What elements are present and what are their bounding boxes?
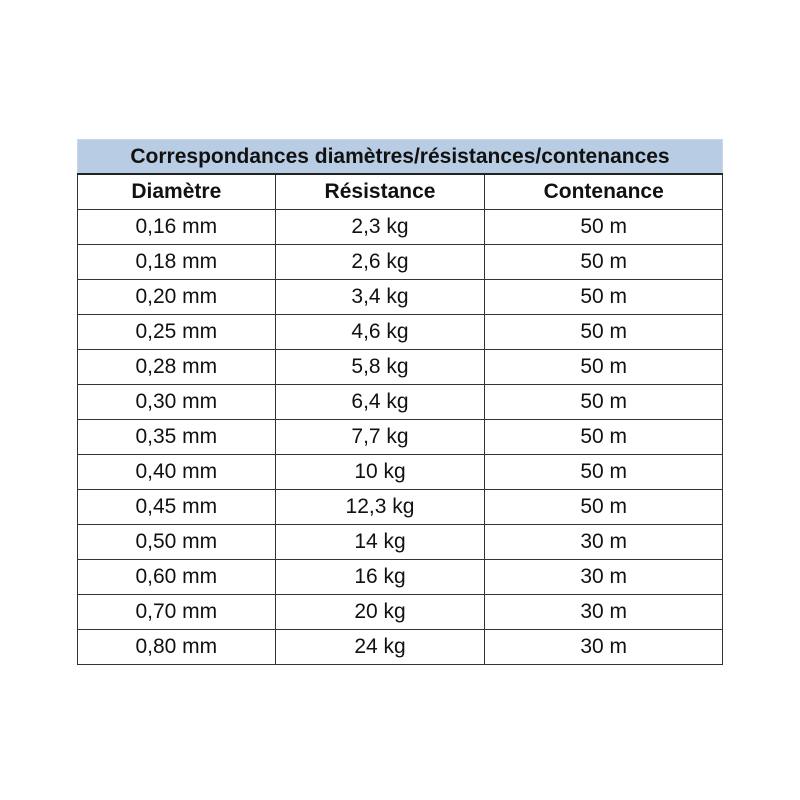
cell-contenance: 50 m <box>484 349 723 385</box>
cell-contenance: 50 m <box>484 314 723 350</box>
cell-contenance: 50 m <box>484 244 723 280</box>
cell-resistance: 24 kg <box>274 629 486 665</box>
table-row: 0,20 mm 3,4 kg 50 m <box>77 279 723 315</box>
cell-contenance: 50 m <box>484 489 723 525</box>
cell-resistance: 12,3 kg <box>274 489 486 525</box>
cell-contenance: 30 m <box>484 594 723 630</box>
cell-contenance: 50 m <box>484 279 723 315</box>
cell-contenance: 50 m <box>484 209 723 245</box>
table-row: 0,16 mm 2,3 kg 50 m <box>77 209 723 245</box>
cell-contenance: 50 m <box>484 454 723 490</box>
cell-contenance: 30 m <box>484 524 723 560</box>
cell-resistance: 10 kg <box>274 454 486 490</box>
cell-contenance: 30 m <box>484 559 723 595</box>
cell-diametre: 0,60 mm <box>77 559 276 595</box>
table-row: 0,18 mm 2,6 kg 50 m <box>77 244 723 280</box>
cell-diametre: 0,28 mm <box>77 349 276 385</box>
table-row: 0,70 mm 20 kg 30 m <box>77 594 723 630</box>
cell-diametre: 0,30 mm <box>77 384 276 420</box>
cell-contenance: 50 m <box>484 384 723 420</box>
cell-diametre: 0,40 mm <box>77 454 276 490</box>
cell-diametre: 0,50 mm <box>77 524 276 560</box>
correspondence-table: Correspondances diamètres/résistances/co… <box>77 139 723 665</box>
cell-resistance: 2,6 kg <box>274 244 486 280</box>
cell-diametre: 0,35 mm <box>77 419 276 455</box>
cell-contenance: 50 m <box>484 419 723 455</box>
cell-resistance: 2,3 kg <box>274 209 486 245</box>
table-row: 0,60 mm 16 kg 30 m <box>77 559 723 595</box>
cell-resistance: 14 kg <box>274 524 486 560</box>
cell-diametre: 0,70 mm <box>77 594 276 630</box>
cell-diametre: 0,45 mm <box>77 489 276 525</box>
cell-resistance: 6,4 kg <box>274 384 486 420</box>
cell-diametre: 0,18 mm <box>77 244 276 280</box>
table-row: 0,35 mm 7,7 kg 50 m <box>77 419 723 455</box>
title-row: Correspondances diamètres/résistances/co… <box>77 139 723 175</box>
header-diametre: Diamètre <box>77 173 276 210</box>
cell-resistance: 7,7 kg <box>274 419 486 455</box>
table-row: 0,28 mm 5,8 kg 50 m <box>77 349 723 385</box>
table-title: Correspondances diamètres/résistances/co… <box>77 139 723 175</box>
cell-resistance: 3,4 kg <box>274 279 486 315</box>
table-row: 0,25 mm 4,6 kg 50 m <box>77 314 723 350</box>
cell-resistance: 4,6 kg <box>274 314 486 350</box>
table-row: 0,45 mm 12,3 kg 50 m <box>77 489 723 525</box>
header-resistance: Résistance <box>274 173 486 210</box>
table-row: 0,40 mm 10 kg 50 m <box>77 454 723 490</box>
header-row: Diamètre Résistance Contenance <box>77 173 723 210</box>
cell-resistance: 16 kg <box>274 559 486 595</box>
cell-resistance: 20 kg <box>274 594 486 630</box>
cell-diametre: 0,16 mm <box>77 209 276 245</box>
cell-diametre: 0,80 mm <box>77 629 276 665</box>
header-contenance: Contenance <box>484 173 723 210</box>
cell-resistance: 5,8 kg <box>274 349 486 385</box>
table-row: 0,30 mm 6,4 kg 50 m <box>77 384 723 420</box>
cell-contenance: 30 m <box>484 629 723 665</box>
cell-diametre: 0,25 mm <box>77 314 276 350</box>
table-row: 0,50 mm 14 kg 30 m <box>77 524 723 560</box>
cell-diametre: 0,20 mm <box>77 279 276 315</box>
table-row: 0,80 mm 24 kg 30 m <box>77 629 723 665</box>
